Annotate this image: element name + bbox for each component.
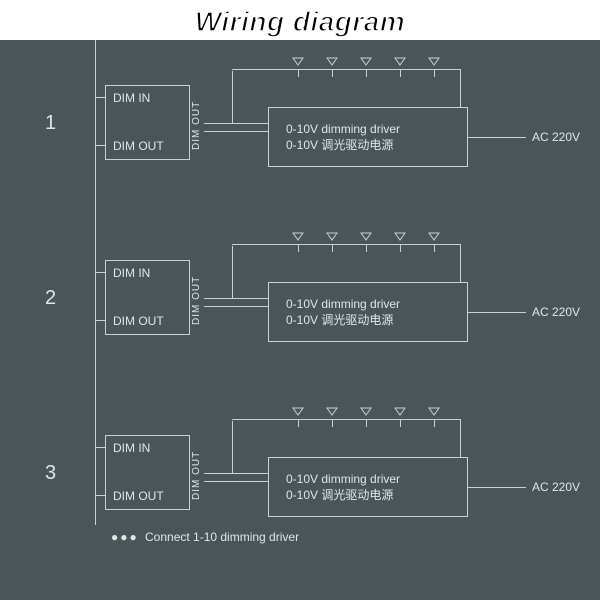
dim-out-vertical-label: DIM OUT [192, 270, 202, 325]
dim-out-vertical-label: DIM OUT [192, 95, 202, 150]
led-drop [366, 244, 367, 252]
led-bus-feed [232, 69, 290, 70]
led-drop [366, 69, 367, 77]
to-driver-wire-2 [204, 481, 268, 482]
led-icon [360, 57, 372, 67]
driver-line2: 0-10V 调光驱动电源 [286, 488, 393, 502]
led-drop [332, 69, 333, 77]
led-icon [292, 232, 304, 242]
led-drop [332, 244, 333, 252]
dim-out-vertical-label: DIM OUT [192, 445, 202, 500]
driver-line1: 0-10V dimming driver [286, 122, 400, 136]
led-icon [326, 57, 338, 67]
split-vline [232, 421, 233, 473]
module-out-wire [204, 473, 232, 474]
dim-out-wire [95, 145, 105, 146]
led-drop [298, 244, 299, 252]
led-bus-feed [232, 419, 290, 420]
led-icon [428, 407, 440, 417]
led-drop [366, 419, 367, 427]
to-driver-wire-2 [204, 306, 268, 307]
dim-out-label: DIM OUT [113, 315, 164, 327]
dim-out-label: DIM OUT [113, 140, 164, 152]
led-bus-right-drop [460, 244, 461, 282]
ac-wire [468, 137, 526, 138]
dim-in-label: DIM IN [113, 92, 150, 104]
led-icon [360, 407, 372, 417]
row-number: 3 [45, 463, 56, 483]
dim-in-label: DIM IN [113, 442, 150, 454]
to-driver-wire [232, 123, 268, 124]
led-drop [298, 69, 299, 77]
led-drop [434, 69, 435, 77]
to-driver-wire-2 [204, 131, 268, 132]
led-drop [298, 419, 299, 427]
module-out-wire [204, 298, 232, 299]
module-out-wire [204, 123, 232, 124]
page-title: Wiring diagram [0, 0, 600, 40]
to-driver-wire [232, 298, 268, 299]
footer-label: Connect 1-10 dimming driver [145, 531, 299, 543]
led-icon [428, 232, 440, 242]
driver-text: 0-10V dimming driver 0-10V 调光驱动电源 [286, 296, 400, 328]
driver-line1: 0-10V dimming driver [286, 297, 400, 311]
footer-dots: ●●● [111, 530, 139, 544]
led-icon [326, 407, 338, 417]
led-drop [400, 419, 401, 427]
led-drop [434, 244, 435, 252]
led-icon [292, 407, 304, 417]
led-icon [326, 232, 338, 242]
split-vline [232, 246, 233, 298]
row-number: 1 [45, 113, 56, 133]
led-drop [434, 419, 435, 427]
led-icon [360, 232, 372, 242]
driver-text: 0-10V dimming driver 0-10V 调光驱动电源 [286, 121, 400, 153]
dim-in-wire [95, 272, 105, 273]
driver-line2: 0-10V 调光驱动电源 [286, 313, 393, 327]
dim-out-wire [95, 495, 105, 496]
ac-label: AC 220V [532, 131, 580, 143]
dim-out-wire [95, 320, 105, 321]
ac-wire [468, 312, 526, 313]
led-bus-right-drop [460, 419, 461, 457]
dim-in-wire [95, 97, 105, 98]
led-icon [428, 57, 440, 67]
led-drop [332, 419, 333, 427]
led-bus-right-drop [460, 69, 461, 107]
split-vline [232, 71, 233, 123]
led-bus-feed [232, 244, 290, 245]
led-icon [394, 407, 406, 417]
led-icon [394, 232, 406, 242]
ac-label: AC 220V [532, 306, 580, 318]
row-number: 2 [45, 288, 56, 308]
driver-line2: 0-10V 调光驱动电源 [286, 138, 393, 152]
dim-in-label: DIM IN [113, 267, 150, 279]
dim-out-label: DIM OUT [113, 490, 164, 502]
led-drop [400, 69, 401, 77]
driver-line1: 0-10V dimming driver [286, 472, 400, 486]
led-icon [394, 57, 406, 67]
dim-in-wire [95, 447, 105, 448]
to-driver-wire [232, 473, 268, 474]
diagram-canvas: 1 DIM IN DIM OUT DIM OUT 0-10V dimming drive… [0, 40, 600, 600]
driver-text: 0-10V dimming driver 0-10V 调光驱动电源 [286, 471, 400, 503]
ac-wire [468, 487, 526, 488]
bus-line [95, 40, 96, 525]
led-drop [400, 244, 401, 252]
ac-label: AC 220V [532, 481, 580, 493]
led-icon [292, 57, 304, 67]
